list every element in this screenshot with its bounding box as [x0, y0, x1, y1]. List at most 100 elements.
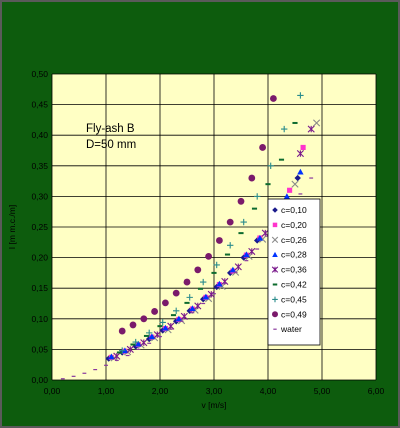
data-point	[265, 183, 271, 186]
legend-label: c=0,42	[281, 280, 307, 290]
data-point	[158, 335, 162, 338]
data-point	[294, 174, 301, 182]
data-point	[251, 207, 258, 210]
data-point	[254, 193, 261, 200]
data-point	[291, 180, 299, 188]
data-point	[135, 340, 142, 347]
legend-marker	[272, 251, 278, 257]
data-point	[173, 307, 180, 315]
data-point	[194, 266, 202, 274]
data-point	[179, 320, 184, 322]
legend-label: c=0,45	[281, 294, 307, 304]
x-tick-label: 5,00	[314, 386, 331, 396]
x-tick-label: 6,00	[368, 386, 385, 396]
legend-marker	[272, 296, 278, 303]
data-point	[175, 315, 183, 322]
y-tick-label: 0,25	[31, 222, 48, 232]
legend-marker	[272, 222, 278, 228]
data-point	[255, 248, 260, 250]
legend-marker	[272, 283, 278, 286]
data-point	[256, 234, 264, 241]
data-point	[172, 289, 180, 297]
data-point	[147, 342, 152, 344]
data-point	[298, 193, 303, 195]
data-point	[162, 299, 169, 307]
data-point	[248, 174, 256, 182]
annotation-line-2: D=50 mm	[86, 139, 136, 151]
data-point	[189, 305, 196, 311]
legend: c=0,10 c=0,20 c=0,26 c=0,28 c=0,36 c=0,42 c=0,…	[267, 198, 321, 346]
data-point	[168, 328, 173, 330]
x-axis-label: v [m/s]	[201, 400, 226, 410]
data-point	[233, 271, 238, 273]
data-point	[238, 232, 244, 235]
legend-marker	[271, 236, 279, 243]
annotation-line-1: Fly-ash B	[86, 123, 135, 135]
data-point	[157, 325, 163, 328]
data-point	[183, 278, 191, 286]
y-tick-label: 0,10	[31, 314, 48, 324]
data-point	[297, 168, 304, 175]
data-point	[207, 290, 215, 298]
data-point	[248, 247, 256, 256]
data-point	[227, 242, 234, 249]
data-point	[113, 352, 121, 360]
x-tick-label: 0,00	[44, 386, 61, 396]
legend-label: c=0,20	[281, 220, 307, 230]
series-8	[60, 177, 314, 380]
data-point	[167, 322, 175, 330]
x-tick-label: 1,00	[98, 386, 115, 396]
data-point	[307, 125, 315, 133]
data-point	[114, 359, 119, 362]
data-point	[148, 333, 156, 340]
data-point	[259, 144, 266, 151]
data-point	[213, 261, 220, 269]
data-point	[136, 348, 141, 350]
series-7	[118, 95, 277, 335]
data-point	[216, 280, 223, 287]
y-tick-label: 0,35	[31, 161, 48, 171]
data-point	[162, 324, 169, 331]
legend-label: c=0,36	[281, 265, 307, 275]
data-point	[205, 252, 213, 260]
series-6	[119, 92, 304, 354]
data-point	[60, 378, 65, 380]
data-point	[146, 329, 153, 337]
x-tick-label: 3,00	[206, 386, 223, 396]
data-point	[201, 302, 206, 305]
y-tick-label: 0,00	[31, 375, 48, 385]
legend-label: c=0,26	[281, 235, 307, 245]
data-point	[82, 372, 87, 374]
data-point	[216, 237, 223, 244]
data-point	[202, 293, 210, 300]
data-point	[180, 312, 188, 320]
data-point	[151, 308, 159, 315]
data-point	[240, 218, 247, 226]
legend-label: c=0,10	[281, 205, 307, 215]
data-point	[297, 92, 304, 99]
data-point	[159, 319, 166, 326]
data-point	[186, 294, 193, 301]
data-point	[130, 343, 136, 346]
data-point	[300, 144, 306, 150]
data-point	[119, 347, 126, 354]
legend-label: c=0,49	[281, 309, 307, 319]
x-tick-label: 4,00	[260, 386, 277, 396]
data-point	[224, 253, 231, 256]
data-point	[140, 339, 148, 347]
data-point	[93, 368, 98, 371]
data-point	[132, 338, 139, 346]
legend-marker	[272, 207, 278, 213]
legend-marker	[271, 266, 279, 273]
data-point	[190, 312, 195, 314]
y-tick-label: 0,15	[31, 283, 48, 293]
data-point	[211, 271, 217, 274]
data-point	[309, 177, 314, 179]
data-point	[129, 321, 137, 329]
data-point	[170, 314, 177, 317]
data-point	[267, 162, 274, 169]
data-point	[292, 121, 298, 124]
legend-label: water	[280, 324, 302, 334]
data-point	[143, 334, 150, 337]
